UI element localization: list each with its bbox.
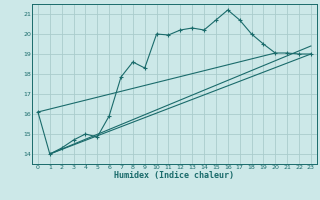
X-axis label: Humidex (Indice chaleur): Humidex (Indice chaleur)	[115, 171, 234, 180]
